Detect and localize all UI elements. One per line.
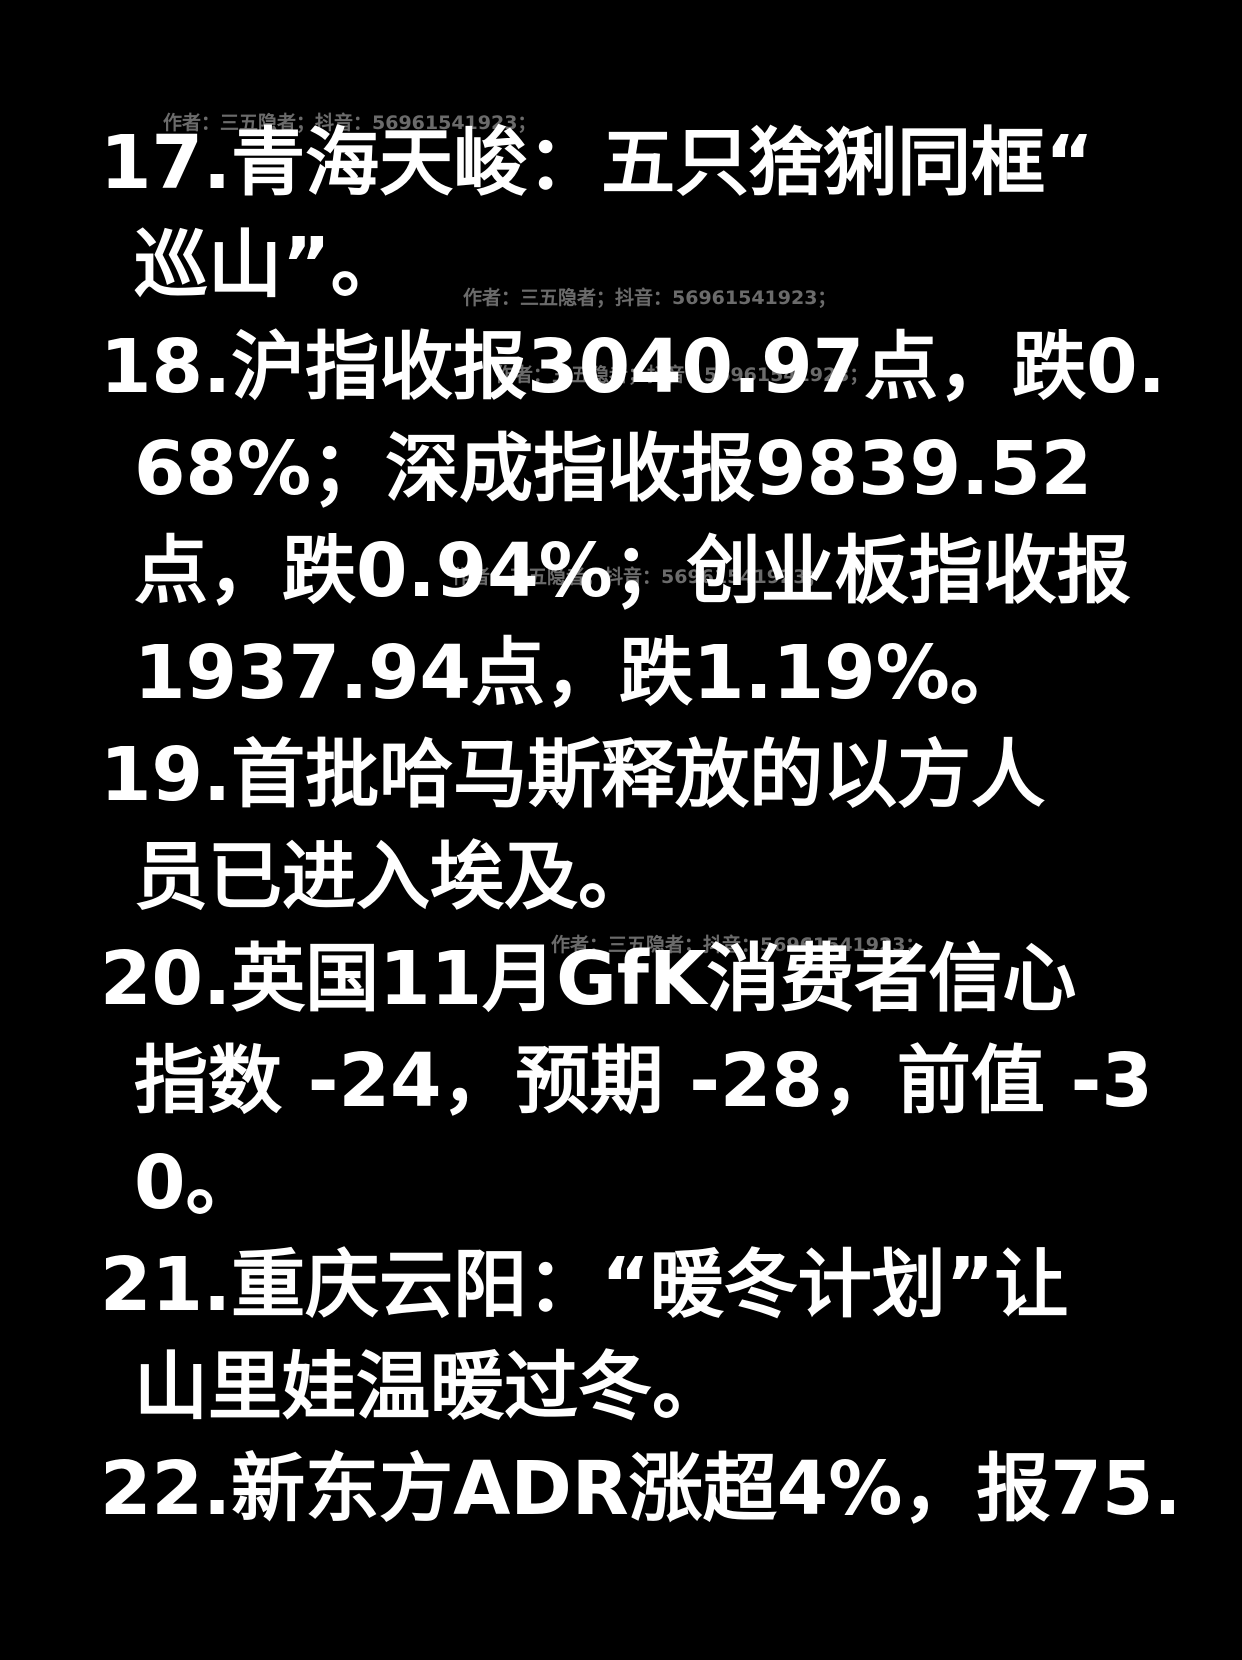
news-item-line: 21.重庆云阳：“暖冬计划”让	[100, 1242, 1069, 1328]
news-item-line: 点，跌0.94%；创业板指收报	[134, 528, 1131, 614]
news-item-21: 21.重庆云阳：“暖冬计划”让 山里娃温暖过冬。	[100, 1234, 1100, 1438]
news-item-line: 0。	[134, 1140, 260, 1226]
news-list: 17.青海天峻：五只猞猁同框“ 巡山”。 18.沪指收报3040.97点，跌0.…	[100, 112, 1182, 1540]
news-item-line: 指数 -24，预期 -28，前值 -3	[134, 1038, 1153, 1124]
news-item-18: 18.沪指收报3040.97点，跌0. 68%；深成指收报9839.52 点，跌…	[100, 316, 1166, 724]
watermark-text: 作者：三五隐者；抖音：56961541923；	[463, 287, 837, 309]
news-item-line: 18.沪指收报3040.97点，跌0.	[100, 324, 1166, 410]
watermark-text: 作者：三五隐者；抖音：56961541923；	[452, 566, 826, 588]
news-item-line: 22.新东方ADR涨超4%，报75.	[100, 1446, 1182, 1532]
news-item-22: 22.新东方ADR涨超4%，报75.	[100, 1438, 1182, 1540]
news-item-19: 19.首批哈马斯释放的以方人 员已进入埃及。	[100, 724, 1100, 928]
news-item-line: 1937.94点，跌1.19%。	[134, 630, 1024, 716]
news-item-17: 17.青海天峻：五只猞猁同框“ 巡山”。	[100, 112, 1100, 316]
news-item-20: 20.英国11月GfK消费者信心 指数 -24，预期 -28，前值 -3 0。	[100, 928, 1153, 1234]
news-item-line: 山里娃温暖过冬。	[134, 1344, 726, 1430]
news-item-line: 20.英国11月GfK消费者信心	[100, 936, 1077, 1022]
watermark-text: 作者：三五隐者；抖音：56961541923；	[163, 112, 537, 134]
watermark-text: 作者：三五隐者；抖音：56961541923；	[495, 364, 869, 386]
watermark-text: 作者：三五隐者；抖音：56961541923；	[551, 934, 925, 956]
news-item-line: 巡山”。	[134, 222, 405, 308]
news-item-line: 员已进入埃及。	[134, 834, 652, 920]
news-item-line: 68%；深成指收报9839.52	[134, 426, 1093, 512]
news-item-line: 17.青海天峻：五只猞猁同框“	[100, 120, 1094, 206]
news-item-line: 19.首批哈马斯释放的以方人	[100, 732, 1046, 818]
